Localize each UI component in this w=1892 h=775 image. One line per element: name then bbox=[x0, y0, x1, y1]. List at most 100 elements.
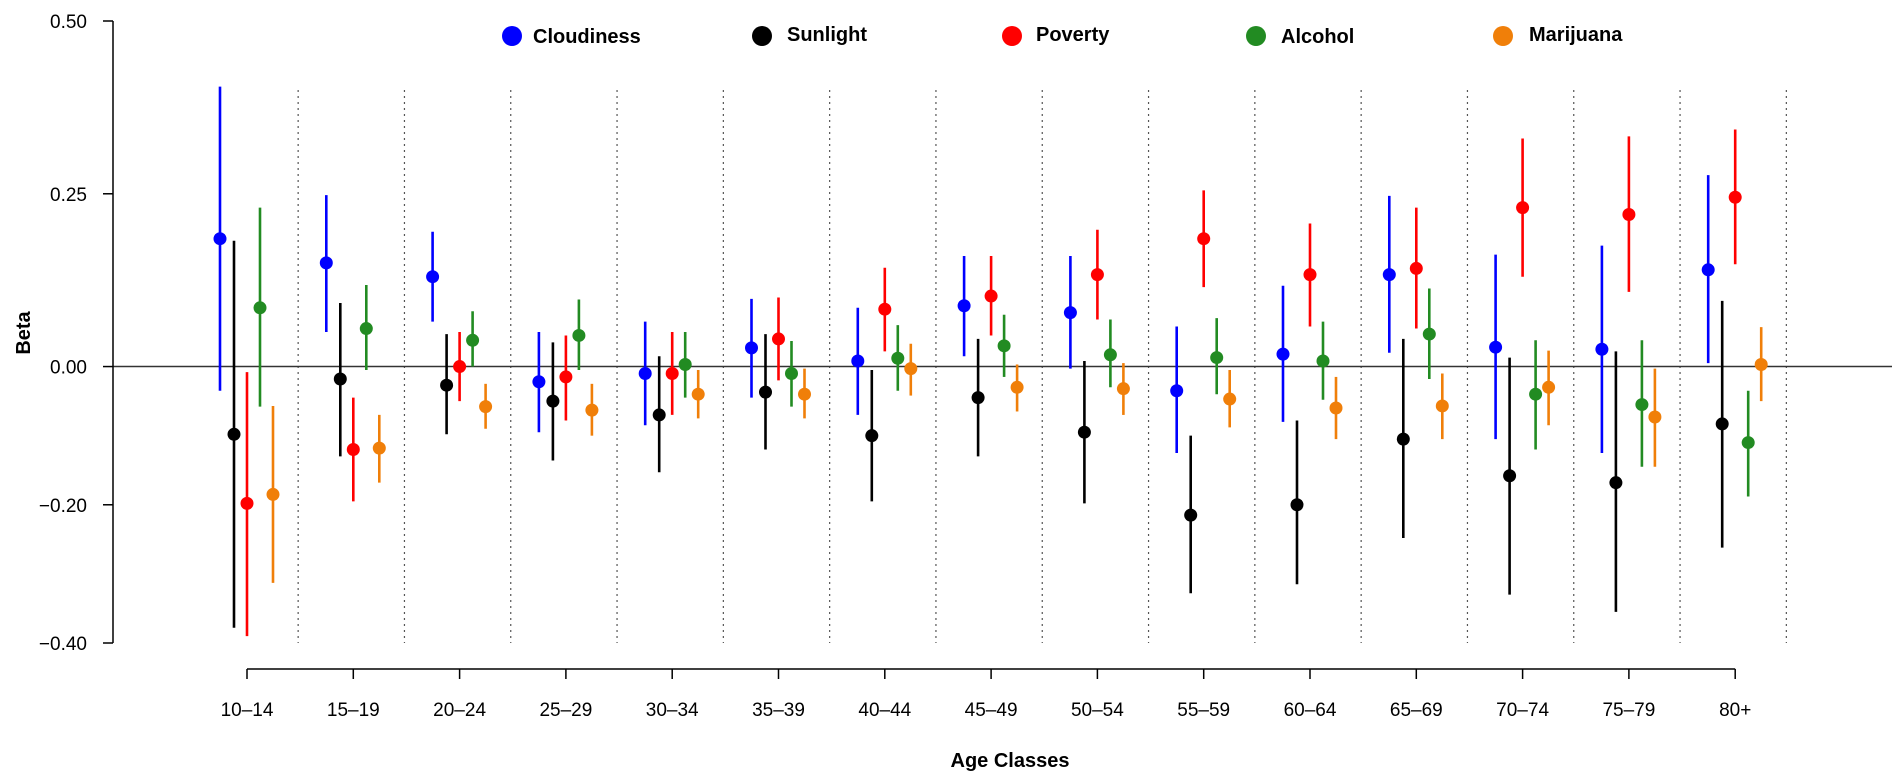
y-tick-label: 0.00 bbox=[50, 358, 87, 379]
alcohol-point bbox=[359, 322, 373, 336]
x-tick-label: 55–59 bbox=[1177, 700, 1230, 721]
alcohol-point bbox=[466, 333, 480, 347]
alcohol-point bbox=[253, 301, 267, 315]
sunlight-point bbox=[1184, 508, 1198, 522]
poverty-point bbox=[240, 496, 254, 510]
sunlight-point bbox=[971, 391, 985, 405]
poverty-point bbox=[772, 332, 785, 346]
y-tick-label: 0.50 bbox=[50, 12, 87, 33]
sunlight-point bbox=[546, 394, 560, 408]
series-alcohol bbox=[253, 207, 1755, 497]
sunlight-point bbox=[1396, 432, 1410, 446]
marijuana-point bbox=[1542, 380, 1556, 394]
sunlight-point bbox=[652, 408, 666, 422]
cloudiness-point bbox=[745, 341, 758, 355]
marijuana-point bbox=[904, 362, 918, 376]
y-tick-label: −0.20 bbox=[39, 496, 87, 517]
marijuana-point bbox=[479, 400, 493, 414]
series-marijuana bbox=[266, 327, 1768, 583]
alcohol-point bbox=[1529, 387, 1543, 401]
sunlight-point bbox=[759, 385, 772, 399]
alcohol-point bbox=[785, 366, 798, 380]
x-tick-label: 15–19 bbox=[327, 700, 380, 721]
poverty-point bbox=[559, 370, 573, 384]
legend-marker-sunlight bbox=[752, 26, 772, 46]
poverty-point bbox=[1197, 232, 1211, 246]
legend-marker-cloudiness bbox=[502, 26, 522, 46]
cloudiness-point bbox=[638, 366, 652, 380]
poverty-point bbox=[878, 302, 892, 316]
marijuana-point bbox=[798, 387, 811, 401]
poverty-point bbox=[1622, 208, 1636, 222]
marijuana-point bbox=[1116, 382, 1130, 396]
cloudiness-point bbox=[957, 299, 971, 313]
marijuana-point bbox=[1754, 357, 1768, 371]
x-tick-label: 30–34 bbox=[646, 700, 699, 721]
legend-marker-marijuana bbox=[1493, 26, 1513, 46]
marijuana-point bbox=[1010, 380, 1024, 394]
y-tick-label: −0.40 bbox=[39, 634, 87, 655]
sunlight-point bbox=[333, 372, 347, 386]
series-sunlight bbox=[227, 240, 1729, 628]
cloudiness-point bbox=[851, 354, 865, 368]
sunlight-point bbox=[227, 427, 241, 441]
poverty-point bbox=[453, 360, 467, 374]
marijuana-point bbox=[1329, 401, 1343, 415]
sunlight-point bbox=[1077, 425, 1091, 439]
y-axis-title: Beta bbox=[13, 310, 35, 354]
cloudiness-point bbox=[1701, 263, 1715, 277]
cloudiness-point bbox=[1170, 384, 1184, 398]
y-axis: 0.50 0.25 0.00 −0.20 −0.40 bbox=[39, 12, 114, 655]
alcohol-point bbox=[1316, 354, 1330, 368]
alcohol-point bbox=[572, 328, 586, 342]
legend-label-poverty: Poverty bbox=[1036, 24, 1110, 46]
cloudiness-point bbox=[426, 270, 440, 284]
alcohol-point bbox=[997, 339, 1011, 353]
series-cloudiness bbox=[213, 86, 1715, 453]
sunlight-point bbox=[1609, 476, 1623, 490]
x-tick-label: 45–49 bbox=[965, 700, 1018, 721]
legend-marker-alcohol bbox=[1246, 26, 1266, 46]
poverty-point bbox=[1090, 268, 1104, 282]
cloudiness-point bbox=[1276, 347, 1290, 361]
marijuana-point bbox=[1223, 392, 1237, 406]
legend-label-marijuana: Marijuana bbox=[1529, 24, 1623, 46]
sunlight-point bbox=[440, 378, 454, 392]
poverty-point bbox=[1516, 201, 1530, 215]
legend-label-sunlight: Sunlight bbox=[787, 24, 867, 46]
marijuana-point bbox=[1435, 399, 1449, 413]
cloudiness-point bbox=[1382, 268, 1396, 282]
x-tick-label: 65–69 bbox=[1390, 700, 1443, 721]
x-tick-label: 35–39 bbox=[752, 700, 805, 721]
alcohol-point bbox=[1103, 348, 1117, 362]
plot-marks bbox=[213, 86, 1768, 637]
poverty-point bbox=[984, 289, 998, 303]
x-tick-label: 75–79 bbox=[1602, 700, 1655, 721]
x-tick-label: 60–64 bbox=[1284, 700, 1337, 721]
legend-marker-poverty bbox=[1002, 26, 1022, 46]
marijuana-point bbox=[372, 441, 386, 455]
sunlight-point bbox=[865, 429, 879, 443]
alcohol-point bbox=[1635, 398, 1649, 412]
x-tick-label: 25–29 bbox=[539, 700, 592, 721]
cloudiness-point bbox=[1595, 342, 1609, 356]
x-axis-title: Age Classes bbox=[951, 750, 1070, 772]
marijuana-point bbox=[585, 403, 599, 417]
x-tick-label: 80+ bbox=[1719, 700, 1751, 721]
legend-label-alcohol: Alcohol bbox=[1281, 26, 1354, 48]
legend: Cloudiness Sunlight Poverty Alcohol Marijuan… bbox=[502, 24, 1623, 48]
x-tick-label: 40–44 bbox=[858, 700, 911, 721]
cloudiness-point bbox=[319, 256, 333, 270]
legend-label-cloudiness: Cloudiness bbox=[533, 26, 641, 48]
cloudiness-point bbox=[532, 375, 546, 389]
x-axis: 10–14 15–19 20–24 25–29 30–34 35–39 40–44 45–49… bbox=[221, 668, 1751, 721]
alcohol-point bbox=[1741, 436, 1755, 450]
cloudiness-point bbox=[1063, 306, 1077, 320]
poverty-point bbox=[1303, 268, 1317, 282]
x-tick-label: 50–54 bbox=[1071, 700, 1124, 721]
cloudiness-point bbox=[213, 232, 227, 246]
sunlight-point bbox=[1503, 469, 1517, 483]
alcohol-point bbox=[1422, 327, 1436, 341]
alcohol-point bbox=[1210, 351, 1224, 365]
